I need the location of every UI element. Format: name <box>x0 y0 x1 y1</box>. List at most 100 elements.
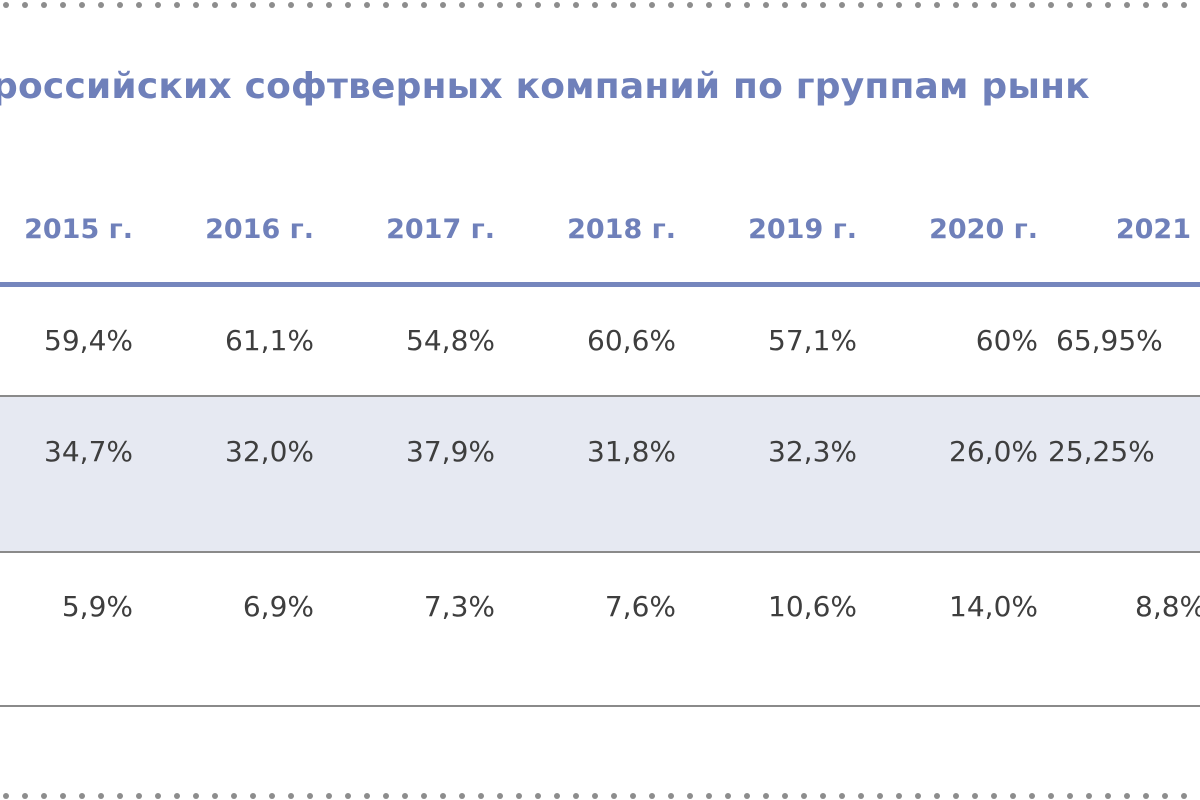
border-dot <box>307 2 313 8</box>
border-dot <box>744 793 750 799</box>
table-cell: 60% <box>975 324 1038 357</box>
border-dot <box>972 2 978 8</box>
border-dot <box>326 2 332 8</box>
table-cell: 8,8% <box>1135 590 1200 623</box>
border-dot <box>288 793 294 799</box>
year-header-2020: 2020 г. <box>929 214 1038 245</box>
border-dot <box>915 2 921 8</box>
year-header-2017: 2017 г. <box>386 214 495 245</box>
border-dot <box>231 2 237 8</box>
border-dot <box>250 793 256 799</box>
border-dot <box>440 793 446 799</box>
border-dot <box>820 2 826 8</box>
border-dot <box>459 793 465 799</box>
border-dot <box>554 2 560 8</box>
border-dot <box>991 793 997 799</box>
border-dot <box>649 793 655 799</box>
border-dot <box>972 793 978 799</box>
border-dot <box>801 2 807 8</box>
border-dot <box>288 2 294 8</box>
border-dot <box>668 2 674 8</box>
row-divider <box>0 395 1200 397</box>
header-rule <box>0 282 1200 287</box>
border-dot <box>1067 793 1073 799</box>
border-dot <box>611 2 617 8</box>
border-dot <box>60 793 66 799</box>
table-cell: 6,9% <box>242 590 314 623</box>
border-dot <box>497 2 503 8</box>
border-dot <box>193 793 199 799</box>
border-dot <box>212 793 218 799</box>
border-dot <box>326 793 332 799</box>
border-dot <box>1029 793 1035 799</box>
border-dot <box>364 2 370 8</box>
border-dot <box>649 2 655 8</box>
table-cell: 60,6% <box>587 324 676 357</box>
border-dot <box>763 2 769 8</box>
border-dot <box>592 2 598 8</box>
table-cell: 14,0% <box>949 590 1038 623</box>
border-dot <box>1010 2 1016 8</box>
border-dot <box>706 2 712 8</box>
border-dot <box>668 793 674 799</box>
table-cell: 5,9% <box>61 590 133 623</box>
year-header-2015: 2015 г. <box>24 214 133 245</box>
border-dot <box>193 2 199 8</box>
border-dot <box>22 793 28 799</box>
border-dot <box>478 793 484 799</box>
table-cell: 59,4% <box>44 324 133 357</box>
border-dot <box>174 793 180 799</box>
border-dot <box>516 2 522 8</box>
table-cell: 61,1% <box>225 324 314 357</box>
border-dot <box>117 793 123 799</box>
border-dot <box>60 2 66 8</box>
border-dot <box>497 793 503 799</box>
border-dot <box>1124 2 1130 8</box>
table-cell: 10,6% <box>768 590 857 623</box>
border-dot <box>820 793 826 799</box>
border-dot <box>725 793 731 799</box>
border-dot <box>212 2 218 8</box>
table-cell: 54,8% <box>406 324 495 357</box>
border-dot <box>459 2 465 8</box>
border-dot <box>1048 2 1054 8</box>
table-cell: 32,3% <box>768 435 857 468</box>
border-dot <box>573 793 579 799</box>
border-dot <box>3 793 9 799</box>
table-cell: 65,95% <box>1056 324 1163 357</box>
border-dot <box>421 2 427 8</box>
border-dot <box>1010 793 1016 799</box>
border-dot <box>516 793 522 799</box>
border-dot <box>877 2 883 8</box>
border-dot <box>934 2 940 8</box>
row-divider <box>0 551 1200 553</box>
border-dot <box>136 793 142 799</box>
border-dot <box>858 793 864 799</box>
border-dot <box>839 793 845 799</box>
year-header-2019: 2019 г. <box>748 214 857 245</box>
border-dot <box>136 2 142 8</box>
border-dot <box>41 793 47 799</box>
border-dot <box>877 793 883 799</box>
border-dot <box>3 2 9 8</box>
border-dot <box>1143 2 1149 8</box>
border-dot <box>1029 2 1035 8</box>
border-dot <box>1124 793 1130 799</box>
border-dot <box>896 2 902 8</box>
table-cell: 57,1% <box>768 324 857 357</box>
year-header-2021: 2021 <box>1115 214 1191 245</box>
border-dot <box>991 2 997 8</box>
border-dot <box>592 793 598 799</box>
border-dot <box>383 2 389 8</box>
border-dot <box>1105 793 1111 799</box>
border-dot <box>630 2 636 8</box>
border-dot <box>630 793 636 799</box>
table-title: российских софтверных компаний по группа… <box>0 66 1090 107</box>
border-dot <box>1162 2 1168 8</box>
year-header-2016: 2016 г. <box>205 214 314 245</box>
border-dot <box>440 2 446 8</box>
border-dot <box>79 2 85 8</box>
border-dot <box>953 2 959 8</box>
table-cell: 26,0% <box>949 435 1038 468</box>
border-dot <box>174 2 180 8</box>
